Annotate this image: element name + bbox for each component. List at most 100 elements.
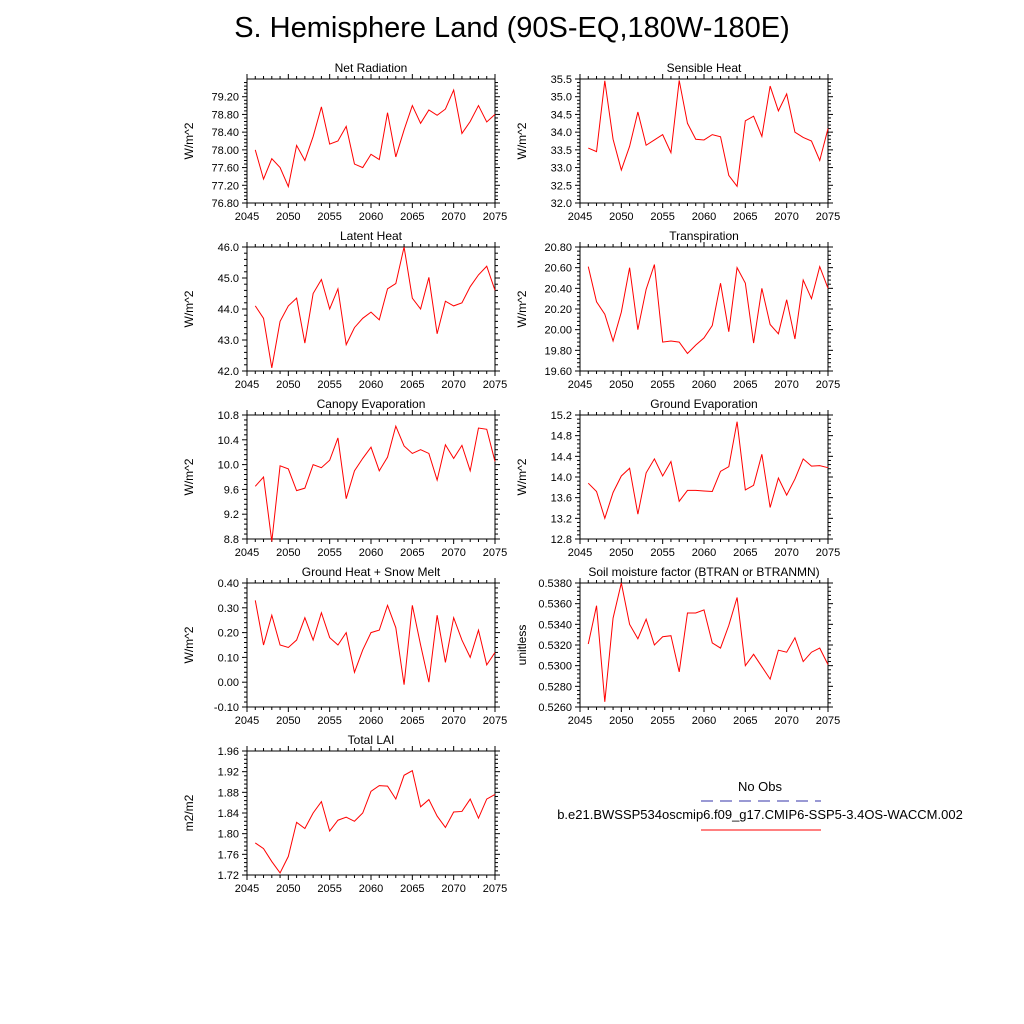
x-tick-label: 2055: [317, 715, 341, 727]
y-tick-label: 20.00: [544, 325, 572, 337]
panel-8: 2045 2050 2055 2060 2065 2070 2075 1.72 1.76 1.80…: [182, 733, 507, 895]
x-tick-label: 2060: [359, 211, 383, 223]
y-axis-label: W/m^2: [515, 122, 529, 159]
panel-title: Sensible Heat: [667, 61, 742, 75]
y-tick-label: 78.40: [211, 127, 239, 139]
y-tick-label: 0.10: [218, 652, 239, 664]
x-tick-label: 2075: [816, 211, 840, 223]
series-line: [587, 582, 829, 702]
panel-title: Soil moisture factor (BTRAN or BTRANMN): [588, 565, 819, 579]
series-line: [587, 421, 829, 520]
panel-7: 2045 2050 2055 2060 2065 2070 2075 0.5260 0.5280…: [515, 565, 840, 727]
x-tick-label: 2060: [692, 379, 716, 391]
x-tick-label: 2055: [650, 715, 674, 727]
x-tick-label: 2045: [235, 211, 259, 223]
y-tick-label: 0.40: [218, 578, 239, 590]
plot-frame: [246, 246, 496, 372]
x-tick-label: 2055: [650, 211, 674, 223]
y-tick-label: 20.60: [544, 263, 572, 275]
y-tick-label: 10.8: [218, 410, 239, 422]
y-tick-label: 10.0: [218, 460, 239, 472]
x-tick-label: 2070: [441, 715, 465, 727]
panel-title: Ground Heat + Snow Melt: [302, 565, 441, 579]
x-tick-label: 2050: [609, 211, 633, 223]
panel-2: 2045 2050 2055 2060 2065 2070 2075 42.0 43.0 44.0…: [182, 229, 507, 391]
x-tick-label: 2045: [235, 715, 259, 727]
x-tick-label: 2055: [317, 883, 341, 895]
x-tick-label: 2045: [568, 547, 592, 559]
y-tick-label: 45.0: [218, 273, 239, 285]
x-tick-label: 2050: [276, 379, 300, 391]
y-tick-label: 1.76: [218, 849, 239, 861]
y-tick-label: 46.0: [218, 242, 239, 254]
x-tick-label: 2060: [359, 883, 383, 895]
x-tick-label: 2065: [400, 211, 424, 223]
x-tick-label: 2070: [441, 547, 465, 559]
x-tick-label: 2055: [650, 547, 674, 559]
legend-obs-line: [701, 800, 821, 802]
legend-case-line: [701, 829, 821, 831]
y-axis-label: W/m^2: [182, 458, 196, 495]
y-tick-label: 15.2: [551, 410, 572, 422]
panel-3: 2045 2050 2055 2060 2065 2070 2075 19.60 19.80 20…: [515, 229, 840, 391]
y-tick-label: 12.8: [551, 534, 572, 546]
series-line: [587, 264, 829, 355]
y-tick-label: 20.20: [544, 304, 572, 316]
x-tick-label: 2050: [609, 715, 633, 727]
x-tick-label: 2075: [816, 379, 840, 391]
y-tick-label: 1.80: [218, 829, 239, 841]
x-tick-label: 2065: [400, 547, 424, 559]
x-tick-label: 2045: [235, 883, 259, 895]
panel-title: Latent Heat: [340, 229, 403, 243]
series-line: [254, 246, 496, 368]
x-tick-label: 2065: [400, 379, 424, 391]
x-tick-label: 2050: [276, 547, 300, 559]
y-tick-label: 0.5260: [538, 702, 572, 714]
y-tick-label: 35.5: [551, 74, 572, 86]
x-tick-label: 2075: [816, 547, 840, 559]
x-tick-label: 2050: [609, 379, 633, 391]
x-tick-label: 2055: [317, 547, 341, 559]
y-tick-label: 9.6: [224, 484, 239, 496]
y-tick-label: -0.10: [214, 702, 239, 714]
y-tick-label: 0.5320: [538, 640, 572, 652]
y-tick-label: 20.80: [544, 242, 572, 254]
x-tick-label: 2060: [359, 547, 383, 559]
panel-4: 2045 2050 2055 2060 2065 2070 2075 8.8 9.2 9.6 10.…: [182, 397, 507, 559]
y-tick-label: 0.5360: [538, 599, 572, 611]
panel-0: 2045 2050 2055 2060 2065 2070 2075 76.80 77.20 77…: [182, 61, 507, 223]
plot-frame: [246, 582, 496, 708]
panel-5: 2045 2050 2055 2060 2065 2070 2075 12.8 13.2 13.6…: [515, 397, 840, 559]
y-tick-label: 43.0: [218, 335, 239, 347]
plot-frame: [579, 414, 829, 540]
y-tick-label: 34.0: [551, 127, 572, 139]
x-tick-label: 2065: [400, 715, 424, 727]
y-tick-label: 8.8: [224, 534, 239, 546]
x-tick-label: 2075: [483, 883, 507, 895]
x-tick-label: 2050: [609, 547, 633, 559]
x-tick-label: 2055: [650, 379, 674, 391]
y-tick-label: 0.5380: [538, 578, 572, 590]
y-tick-label: 33.5: [551, 145, 572, 157]
x-tick-label: 2060: [359, 379, 383, 391]
y-tick-label: 32.0: [551, 198, 572, 210]
y-tick-label: 0.5280: [538, 681, 572, 693]
x-tick-label: 2075: [483, 547, 507, 559]
plot-frame: [579, 78, 829, 204]
panel-title: Net Radiation: [335, 61, 408, 75]
y-tick-label: 9.2: [224, 509, 239, 521]
x-tick-label: 2065: [733, 211, 757, 223]
x-tick-label: 2060: [359, 715, 383, 727]
y-tick-label: 34.5: [551, 109, 572, 121]
legend-case-label: b.e21.BWSSP534oscmip6.f09_g17.CMIP6-SSP5…: [557, 807, 963, 822]
y-tick-label: 0.20: [218, 628, 239, 640]
y-tick-label: 0.5300: [538, 661, 572, 673]
y-tick-label: 10.4: [218, 435, 239, 447]
x-tick-label: 2065: [733, 379, 757, 391]
y-axis-label: W/m^2: [182, 290, 196, 327]
y-tick-label: 1.84: [218, 808, 239, 820]
y-tick-label: 1.88: [218, 787, 239, 799]
y-tick-label: 78.80: [211, 109, 239, 121]
y-axis-label: W/m^2: [182, 626, 196, 663]
